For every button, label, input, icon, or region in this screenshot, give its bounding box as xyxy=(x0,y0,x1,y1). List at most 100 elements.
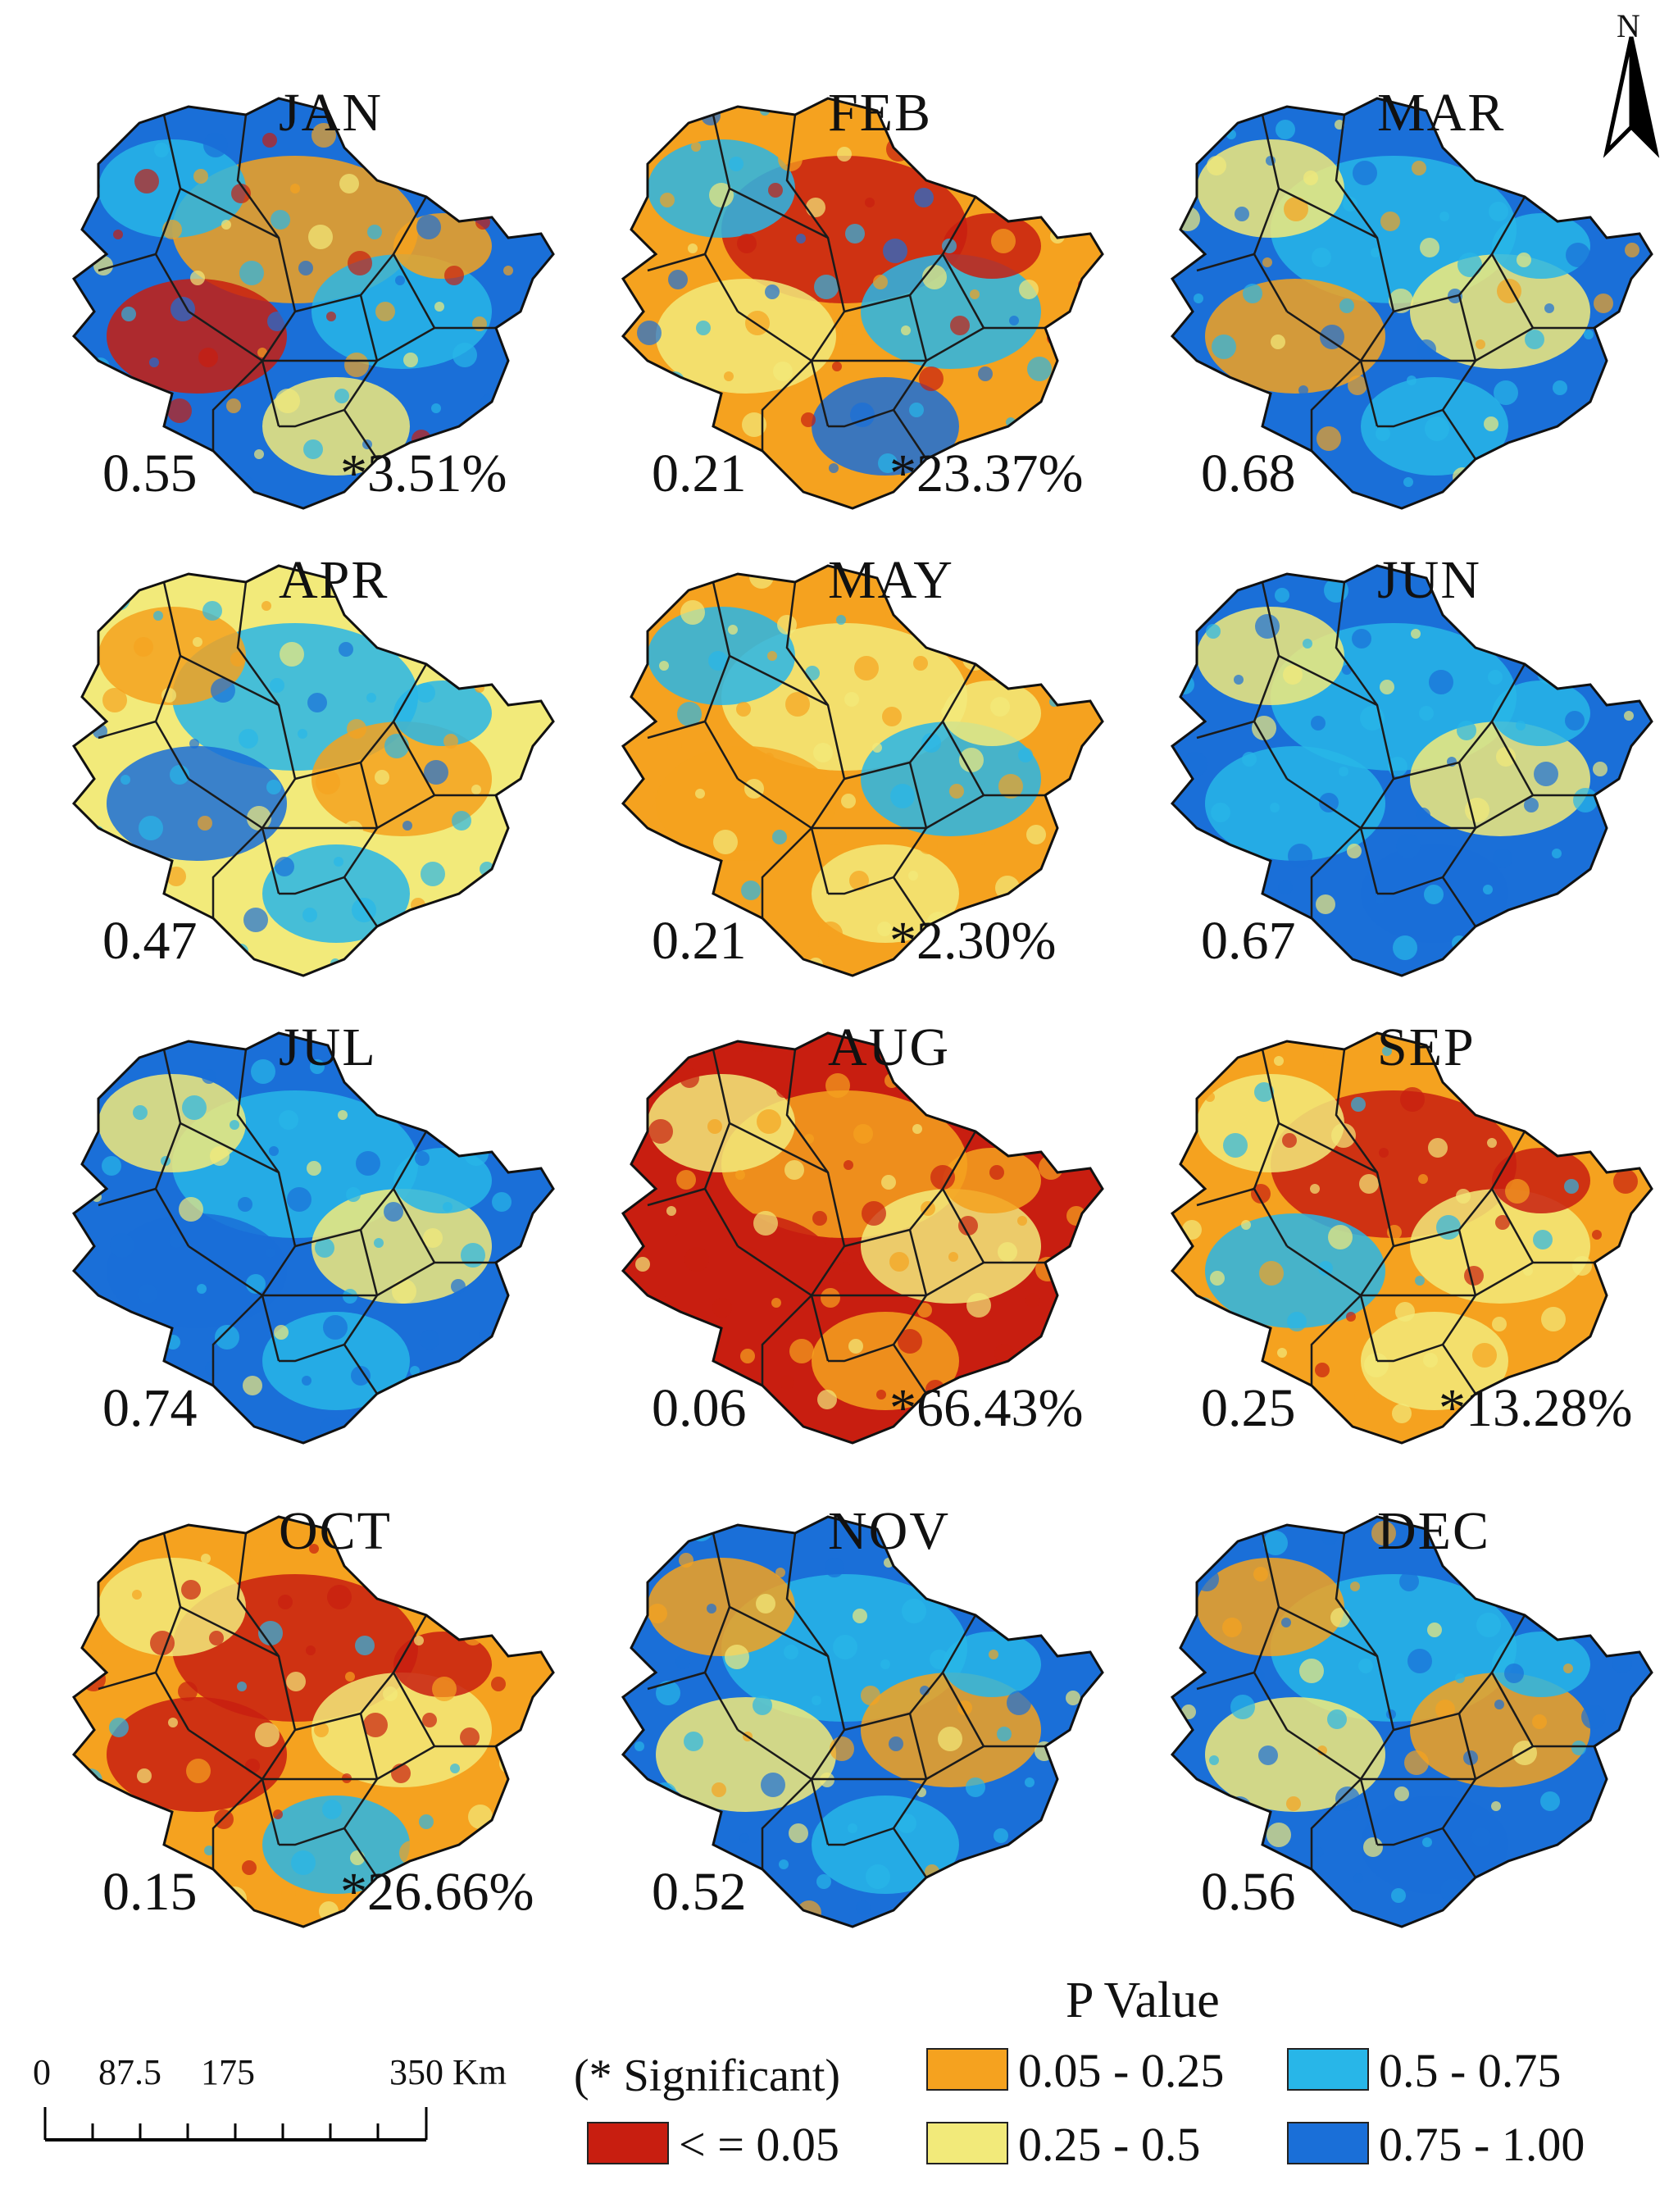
texture-speck xyxy=(386,1585,401,1600)
texture-speck xyxy=(712,1298,732,1318)
texture-speck xyxy=(1610,1271,1635,1295)
texture-speck xyxy=(1617,1832,1642,1857)
district-border xyxy=(154,114,190,312)
texture-speck xyxy=(1014,101,1029,116)
texture-speck xyxy=(653,1782,677,1807)
texture-speck xyxy=(784,1645,798,1659)
texture-speck xyxy=(801,412,816,427)
texture-speck xyxy=(1316,894,1335,914)
district-border xyxy=(180,654,280,707)
texture-speck xyxy=(1277,1348,1287,1358)
texture-speck xyxy=(1175,675,1194,694)
texture-speck xyxy=(829,463,839,473)
district-border xyxy=(1441,1713,1477,1878)
texture-speck xyxy=(825,1073,850,1098)
texture-speck xyxy=(492,1192,512,1212)
district-border xyxy=(392,1188,436,1263)
texture-speck xyxy=(812,1211,827,1226)
texture-speck xyxy=(434,302,444,312)
texture-speck xyxy=(1212,335,1236,359)
texture-speck xyxy=(420,1330,439,1350)
texture-speck xyxy=(290,184,300,193)
pvalue-patch xyxy=(861,254,1041,369)
district-border xyxy=(188,777,496,830)
region-map-may xyxy=(621,564,1104,977)
texture-speck xyxy=(1512,1741,1537,1765)
significant-percent: *2.30% xyxy=(889,911,1057,971)
texture-speck xyxy=(346,1187,361,1202)
texture-speck xyxy=(179,1197,203,1222)
texture-speck xyxy=(254,449,264,459)
texture-speck xyxy=(167,398,192,423)
texture-speck xyxy=(503,266,513,275)
region-map-mar xyxy=(1170,97,1653,510)
texture-speck xyxy=(1299,1659,1324,1683)
texture-speck xyxy=(1628,1358,1638,1368)
texture-speck xyxy=(1252,716,1276,740)
pvalue-patch xyxy=(107,1213,287,1328)
texture-speck xyxy=(461,1243,485,1268)
texture-speck xyxy=(1211,803,1230,822)
texture-speck xyxy=(1577,1041,1602,1066)
texture-speck xyxy=(1557,634,1571,649)
legend-swatch-005-025 xyxy=(926,2048,1008,2091)
texture-speck xyxy=(637,321,662,345)
legend-label-025-05: 0.25 - 0.5 xyxy=(1018,2118,1201,2171)
texture-speck xyxy=(307,1161,321,1176)
texture-speck xyxy=(1201,839,1211,849)
texture-speck xyxy=(667,738,682,753)
pvalue-patch xyxy=(1361,1796,1508,1894)
texture-speck xyxy=(139,816,163,840)
map-panel-jul: JUL 0.74 xyxy=(49,1000,557,1476)
texture-speck xyxy=(1311,716,1326,731)
texture-speck xyxy=(280,642,304,667)
texture-speck xyxy=(753,1211,778,1236)
district-border xyxy=(761,1778,812,1869)
texture-speck xyxy=(1573,788,1598,812)
district-border xyxy=(729,1605,829,1658)
texture-speck xyxy=(955,101,980,125)
texture-speck xyxy=(1544,303,1554,313)
texture-speck xyxy=(444,266,464,285)
texture-speck xyxy=(278,1595,293,1609)
texture-speck xyxy=(1380,212,1400,231)
district-border xyxy=(294,1131,428,1248)
texture-speck xyxy=(1407,1649,1432,1673)
district-border xyxy=(98,253,157,272)
pvalue-patch xyxy=(98,139,246,238)
texture-speck xyxy=(691,142,701,152)
texture-speck xyxy=(966,1777,985,1797)
texture-speck xyxy=(1571,1741,1586,1755)
pvalue-patch xyxy=(812,844,959,943)
texture-speck xyxy=(1359,1174,1379,1194)
texture-speck xyxy=(471,785,481,794)
scale-label-350: 350 Km xyxy=(389,2052,507,2092)
texture-speck xyxy=(890,784,915,808)
texture-speck xyxy=(1504,1664,1524,1683)
texture-speck xyxy=(1002,1905,1021,1925)
texture-speck xyxy=(1062,953,1082,972)
texture-speck xyxy=(133,1105,148,1120)
texture-speck xyxy=(1210,1271,1225,1286)
scale-label-175: 175 xyxy=(201,2052,255,2092)
texture-speck xyxy=(1483,885,1493,894)
significant-percent: *26.66% xyxy=(340,1862,534,1922)
texture-speck xyxy=(679,1553,693,1568)
map-panel-jan: JAN 0.55 *3.51% xyxy=(49,66,557,541)
texture-speck xyxy=(981,1088,991,1098)
texture-speck xyxy=(334,389,349,403)
texture-speck xyxy=(209,1631,224,1645)
texture-speck xyxy=(643,1818,657,1833)
texture-speck xyxy=(1400,1087,1425,1112)
texture-speck xyxy=(472,316,487,331)
texture-speck xyxy=(281,1887,296,1901)
region-map-aug xyxy=(621,1031,1104,1445)
pvalue-patch xyxy=(1410,721,1590,836)
texture-speck xyxy=(166,867,186,886)
texture-speck xyxy=(1548,202,1557,212)
north-label: N xyxy=(1617,7,1640,44)
district-border xyxy=(279,408,345,428)
texture-speck xyxy=(789,1823,808,1843)
mean-p-value: 0.68 xyxy=(1201,444,1296,503)
texture-speck xyxy=(841,794,856,808)
